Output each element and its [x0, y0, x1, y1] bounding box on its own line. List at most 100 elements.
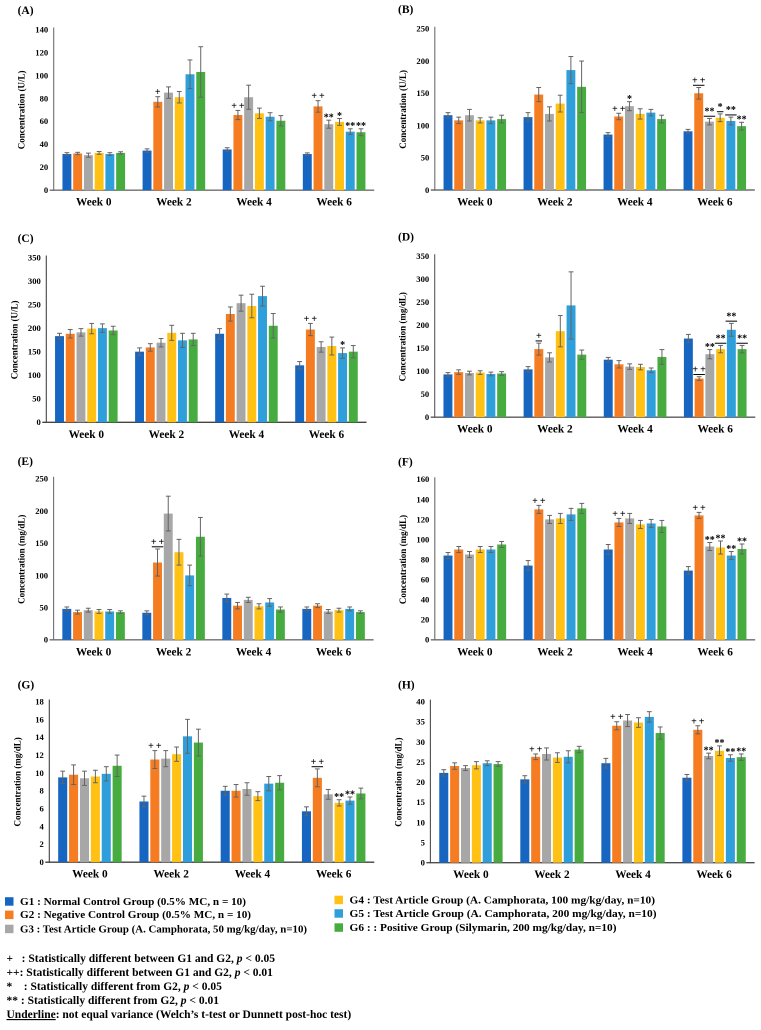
- svg-text:G6 : : Positive Group (Silymar: G6 : : Positive Group (Silymarin, 200 mg…: [350, 922, 617, 934]
- svg-text:*: *: [627, 94, 632, 105]
- svg-text:Week 4: Week 4: [236, 197, 272, 209]
- svg-text:25: 25: [416, 757, 425, 767]
- svg-text:80: 80: [40, 93, 49, 103]
- svg-text:8: 8: [40, 786, 45, 796]
- svg-text:250: 250: [28, 299, 41, 309]
- svg-text:Week 2: Week 2: [153, 869, 189, 881]
- svg-text:**: **: [737, 536, 747, 547]
- svg-text:+: +: [155, 87, 161, 98]
- svg-text:(A): (A): [18, 5, 34, 17]
- svg-text:Week 4: Week 4: [617, 197, 653, 209]
- svg-text:350: 350: [416, 251, 429, 261]
- svg-text:Week 0: Week 0: [72, 869, 108, 881]
- svg-text:Week 0: Week 0: [457, 646, 493, 658]
- svg-text:Week 2: Week 2: [156, 197, 192, 209]
- svg-text:200: 200: [35, 506, 48, 516]
- svg-text:Week 2: Week 2: [156, 646, 192, 658]
- svg-text:100: 100: [28, 370, 41, 380]
- svg-text:200: 200: [416, 320, 429, 330]
- svg-text:+ +: + +: [612, 509, 626, 520]
- svg-text:Week 2: Week 2: [537, 197, 573, 209]
- svg-text:100: 100: [35, 570, 48, 580]
- svg-text:+: +: [536, 331, 542, 342]
- svg-text:Week 4: Week 4: [617, 424, 653, 436]
- svg-text:+ : Statistically different b: + : Statistically different between G1 a…: [7, 953, 276, 965]
- svg-text:**: **: [726, 105, 736, 116]
- svg-text:**: **: [725, 747, 735, 758]
- svg-text:Week 2: Week 2: [537, 646, 573, 658]
- svg-text:+ +: + +: [304, 314, 318, 325]
- svg-text:35: 35: [416, 717, 425, 727]
- svg-text:Underline: not equal variance: Underline: not equal variance (Welch’s t…: [7, 1009, 352, 1021]
- svg-text:150: 150: [416, 88, 429, 98]
- svg-text:**: **: [345, 789, 355, 800]
- svg-text:Week 0: Week 0: [457, 197, 493, 209]
- svg-text:*: *: [718, 102, 723, 113]
- svg-text:**: **: [704, 106, 714, 117]
- svg-text:**: **: [334, 792, 344, 803]
- svg-text:Concentration (mg/dL): Concentration (mg/dL): [393, 738, 403, 827]
- svg-text:0: 0: [425, 635, 429, 645]
- svg-text:Week 4: Week 4: [235, 869, 271, 881]
- svg-text:**: **: [736, 746, 746, 757]
- svg-text:150: 150: [35, 538, 48, 548]
- svg-text:40: 40: [40, 139, 49, 149]
- svg-text:Concentration (mg/dL): Concentration (mg/dL): [17, 515, 27, 604]
- svg-text:0: 0: [425, 412, 429, 422]
- svg-text:140: 140: [35, 24, 48, 34]
- svg-text:Week 4: Week 4: [615, 869, 651, 881]
- svg-text:0: 0: [40, 857, 44, 867]
- svg-text:50: 50: [421, 389, 430, 399]
- svg-text:**: **: [324, 112, 334, 123]
- svg-text:Week 6: Week 6: [316, 646, 352, 658]
- svg-text:100: 100: [416, 534, 429, 544]
- svg-text:Week 6: Week 6: [697, 424, 733, 436]
- svg-text:**: **: [726, 311, 736, 322]
- svg-text:5: 5: [421, 837, 425, 847]
- svg-text:Week 6: Week 6: [316, 869, 352, 881]
- svg-text:**: **: [737, 333, 747, 344]
- svg-text:100: 100: [35, 70, 48, 80]
- svg-text:(C): (C): [18, 233, 34, 245]
- svg-text:0: 0: [44, 635, 48, 645]
- svg-text:0: 0: [425, 185, 429, 195]
- svg-text:**: **: [705, 342, 715, 353]
- svg-text:0: 0: [44, 185, 48, 195]
- svg-text:(F): (F): [398, 456, 413, 468]
- svg-text:250: 250: [416, 24, 429, 34]
- svg-text:50: 50: [421, 153, 430, 163]
- svg-text:Week 0: Week 0: [69, 429, 105, 441]
- svg-text:6: 6: [40, 804, 45, 814]
- svg-text:Concentration (U/L): Concentration (U/L): [398, 70, 408, 149]
- svg-text:100: 100: [416, 120, 429, 130]
- svg-text:*: *: [337, 111, 342, 122]
- svg-text:14: 14: [35, 732, 44, 742]
- svg-text:(B): (B): [398, 4, 414, 16]
- svg-text:G3 : Test Article Group (A. Ca: G3 : Test Article Group (A. Camphorata, …: [20, 923, 307, 935]
- svg-text:**: **: [705, 535, 715, 546]
- svg-text:**: **: [345, 121, 355, 132]
- svg-text:**: **: [737, 115, 747, 126]
- svg-text:++: Statistically different be: ++: Statistically different between G1 a…: [7, 967, 274, 979]
- svg-text:*: *: [340, 340, 345, 351]
- svg-text:120: 120: [35, 47, 48, 57]
- svg-text:140: 140: [416, 494, 429, 504]
- svg-text:(E): (E): [18, 456, 33, 468]
- svg-text:+ +: + +: [311, 91, 325, 102]
- svg-text:+ +: + +: [691, 716, 705, 727]
- svg-text:250: 250: [35, 474, 48, 484]
- svg-text:Week 6: Week 6: [696, 869, 732, 881]
- svg-text:150: 150: [28, 347, 41, 357]
- svg-text:Concentration (mg/dL): Concentration (mg/dL): [398, 292, 408, 381]
- svg-text:Week 6: Week 6: [697, 646, 733, 658]
- svg-text:16: 16: [35, 714, 44, 724]
- svg-text:+ +: + +: [532, 496, 546, 507]
- svg-text:(H): (H): [398, 680, 415, 692]
- svg-text:300: 300: [28, 276, 41, 286]
- svg-text:+ +: + +: [610, 712, 624, 723]
- svg-text:Week 0: Week 0: [453, 869, 489, 881]
- svg-text:15: 15: [416, 797, 425, 807]
- svg-text:Week 4: Week 4: [229, 429, 265, 441]
- svg-text:Week 4: Week 4: [236, 646, 272, 658]
- svg-text:10: 10: [35, 768, 44, 778]
